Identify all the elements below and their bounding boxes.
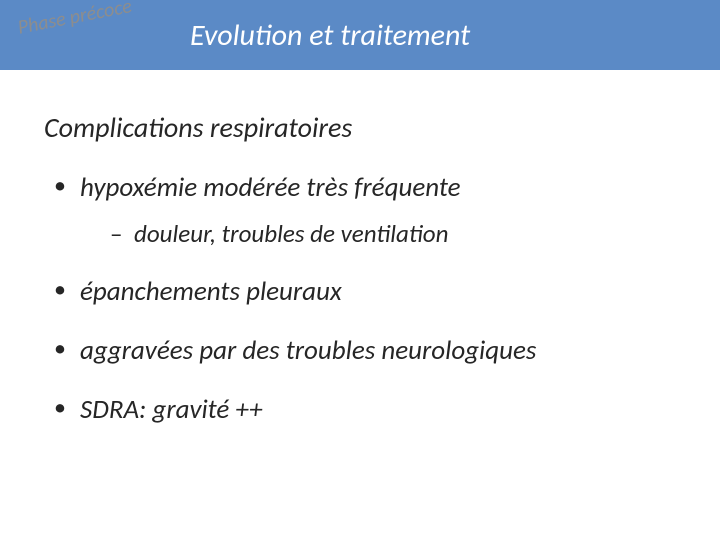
bullet-text: épanchements pleuraux	[80, 275, 342, 308]
list-item: épanchements pleuraux	[52, 275, 676, 308]
list-item: douleur, troubles de ventilation	[110, 218, 676, 249]
bullet-text: douleur, troubles de ventilation	[134, 218, 448, 249]
section-title: Complications respiratoires	[44, 110, 676, 145]
sub-bullet-list: douleur, troubles de ventilation	[80, 218, 676, 249]
slide-title: Evolution et traitement	[190, 17, 470, 54]
bullet-text: aggravées par des troubles neurologiques	[80, 334, 536, 367]
slide-header: Phase précoce Evolution et traitement	[0, 0, 720, 70]
bullet-text: SDRA: gravité ++	[80, 393, 263, 426]
phase-label: Phase précoce	[16, 0, 134, 40]
bullet-list: hypoxémie modérée très fréquente douleur…	[44, 171, 676, 426]
list-item: hypoxémie modérée très fréquente douleur…	[52, 171, 676, 249]
slide-content: Complications respiratoires hypoxémie mo…	[0, 70, 720, 426]
bullet-text: hypoxémie modérée très fréquente	[80, 171, 461, 204]
list-item: aggravées par des troubles neurologiques	[52, 334, 676, 367]
list-item: SDRA: gravité ++	[52, 393, 676, 426]
